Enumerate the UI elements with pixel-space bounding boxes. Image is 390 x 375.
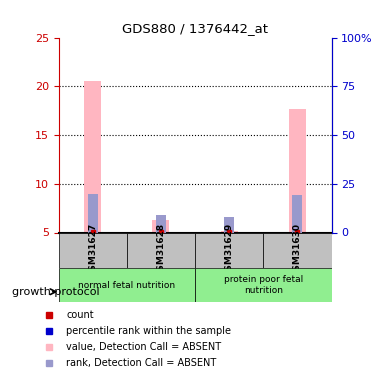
FancyBboxPatch shape (263, 232, 332, 268)
Bar (289, 109, 306, 232)
Bar (156, 215, 166, 232)
FancyBboxPatch shape (195, 268, 332, 302)
FancyBboxPatch shape (58, 268, 195, 302)
Text: protein poor fetal
nutrition: protein poor fetal nutrition (223, 275, 303, 295)
Text: value, Detection Call = ABSENT: value, Detection Call = ABSENT (66, 342, 222, 352)
Text: count: count (66, 310, 94, 321)
Text: GSM31630: GSM31630 (293, 224, 302, 278)
Text: GSM31627: GSM31627 (88, 223, 97, 278)
Text: GSM31628: GSM31628 (156, 223, 165, 278)
Text: rank, Detection Call = ABSENT: rank, Detection Call = ABSENT (66, 358, 217, 368)
Bar (224, 217, 234, 232)
Bar (292, 195, 303, 232)
Title: GDS880 / 1376442_at: GDS880 / 1376442_at (122, 22, 268, 35)
Bar (221, 231, 238, 232)
Bar (87, 194, 98, 232)
Text: percentile rank within the sample: percentile rank within the sample (66, 326, 231, 336)
Bar (152, 220, 169, 232)
Text: growth protocol: growth protocol (12, 287, 99, 297)
Text: GSM31629: GSM31629 (225, 223, 234, 278)
Text: normal fetal nutrition: normal fetal nutrition (78, 280, 176, 290)
Bar (84, 81, 101, 232)
FancyBboxPatch shape (58, 232, 127, 268)
FancyBboxPatch shape (127, 232, 195, 268)
FancyBboxPatch shape (195, 232, 263, 268)
